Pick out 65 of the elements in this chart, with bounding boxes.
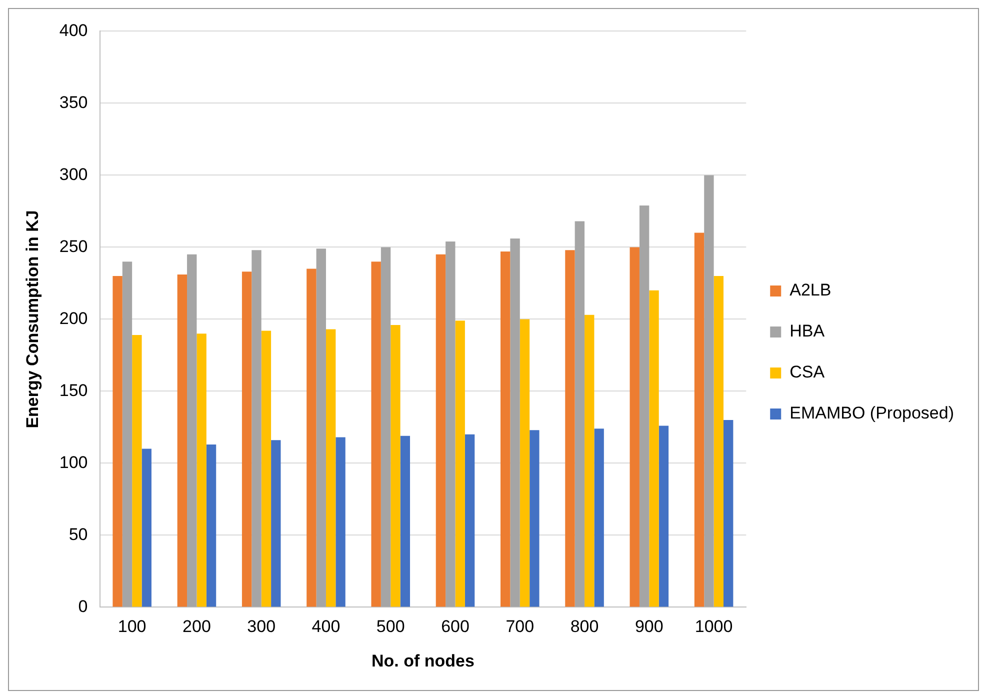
- legend-label: EMAMBO (Proposed): [790, 404, 954, 423]
- bar: [464, 434, 475, 607]
- y-tick-label: 300: [59, 164, 88, 184]
- bar: [436, 254, 446, 607]
- bar: [565, 250, 575, 607]
- y-tick-label: 150: [59, 380, 88, 400]
- legend-label: CSA: [790, 362, 826, 382]
- legend-label: A2LB: [790, 280, 832, 300]
- bar: [371, 262, 381, 607]
- bar: [252, 250, 262, 607]
- bar: [704, 175, 714, 607]
- bar: [723, 420, 734, 607]
- bar: [112, 276, 122, 607]
- bar: [336, 437, 346, 607]
- bar: [630, 247, 640, 607]
- x-tick-label: 100: [118, 617, 146, 636]
- bar: [271, 440, 281, 607]
- bar: [306, 268, 316, 607]
- y-axis-title: Energy Consumption in KJ: [22, 210, 42, 428]
- bar: [326, 329, 336, 607]
- bar: [390, 324, 400, 607]
- y-tick-label: 0: [78, 596, 88, 616]
- x-tick-label: 900: [634, 617, 664, 636]
- legend-label: HBA: [790, 322, 826, 341]
- bar: [132, 335, 142, 607]
- bar: [316, 248, 326, 607]
- y-tick-label: 400: [59, 20, 88, 40]
- y-tick-label: 200: [59, 308, 88, 328]
- bar: [694, 232, 704, 607]
- bar: [196, 334, 206, 607]
- x-tick-label: 800: [570, 617, 599, 636]
- bar: [594, 428, 604, 607]
- y-tick-label: 100: [59, 452, 88, 472]
- bar: [520, 319, 530, 607]
- x-tick-label: 300: [247, 617, 276, 636]
- bar: [649, 290, 659, 607]
- y-tick-label: 350: [59, 92, 88, 112]
- y-tick-label: 250: [59, 236, 88, 256]
- x-tick-label: 700: [506, 617, 534, 636]
- y-tick-label: 50: [68, 524, 88, 544]
- bar: [530, 430, 540, 607]
- x-tick-label: 400: [312, 617, 340, 636]
- bar: [177, 274, 188, 607]
- x-tick-label: 600: [441, 617, 470, 636]
- bar: [122, 262, 132, 607]
- bar: [574, 221, 585, 607]
- bar: [639, 205, 650, 607]
- x-axis-title: No. of nodes: [371, 651, 474, 670]
- bar: [510, 238, 520, 607]
- bar: [714, 276, 724, 607]
- bar: [142, 448, 152, 607]
- bar: [380, 247, 391, 607]
- bar: [261, 330, 272, 607]
- bar: [455, 320, 465, 607]
- x-tick-label: 500: [376, 617, 405, 636]
- x-tick-label: 200: [182, 617, 211, 636]
- bar: [206, 444, 216, 607]
- bar: [400, 436, 410, 607]
- bar: [500, 252, 510, 607]
- bar: [187, 254, 197, 607]
- bar: [242, 272, 252, 607]
- x-tick-label: 1000: [694, 617, 733, 636]
- bar: [446, 241, 456, 607]
- bar: [658, 426, 669, 607]
- bar: [584, 314, 594, 607]
